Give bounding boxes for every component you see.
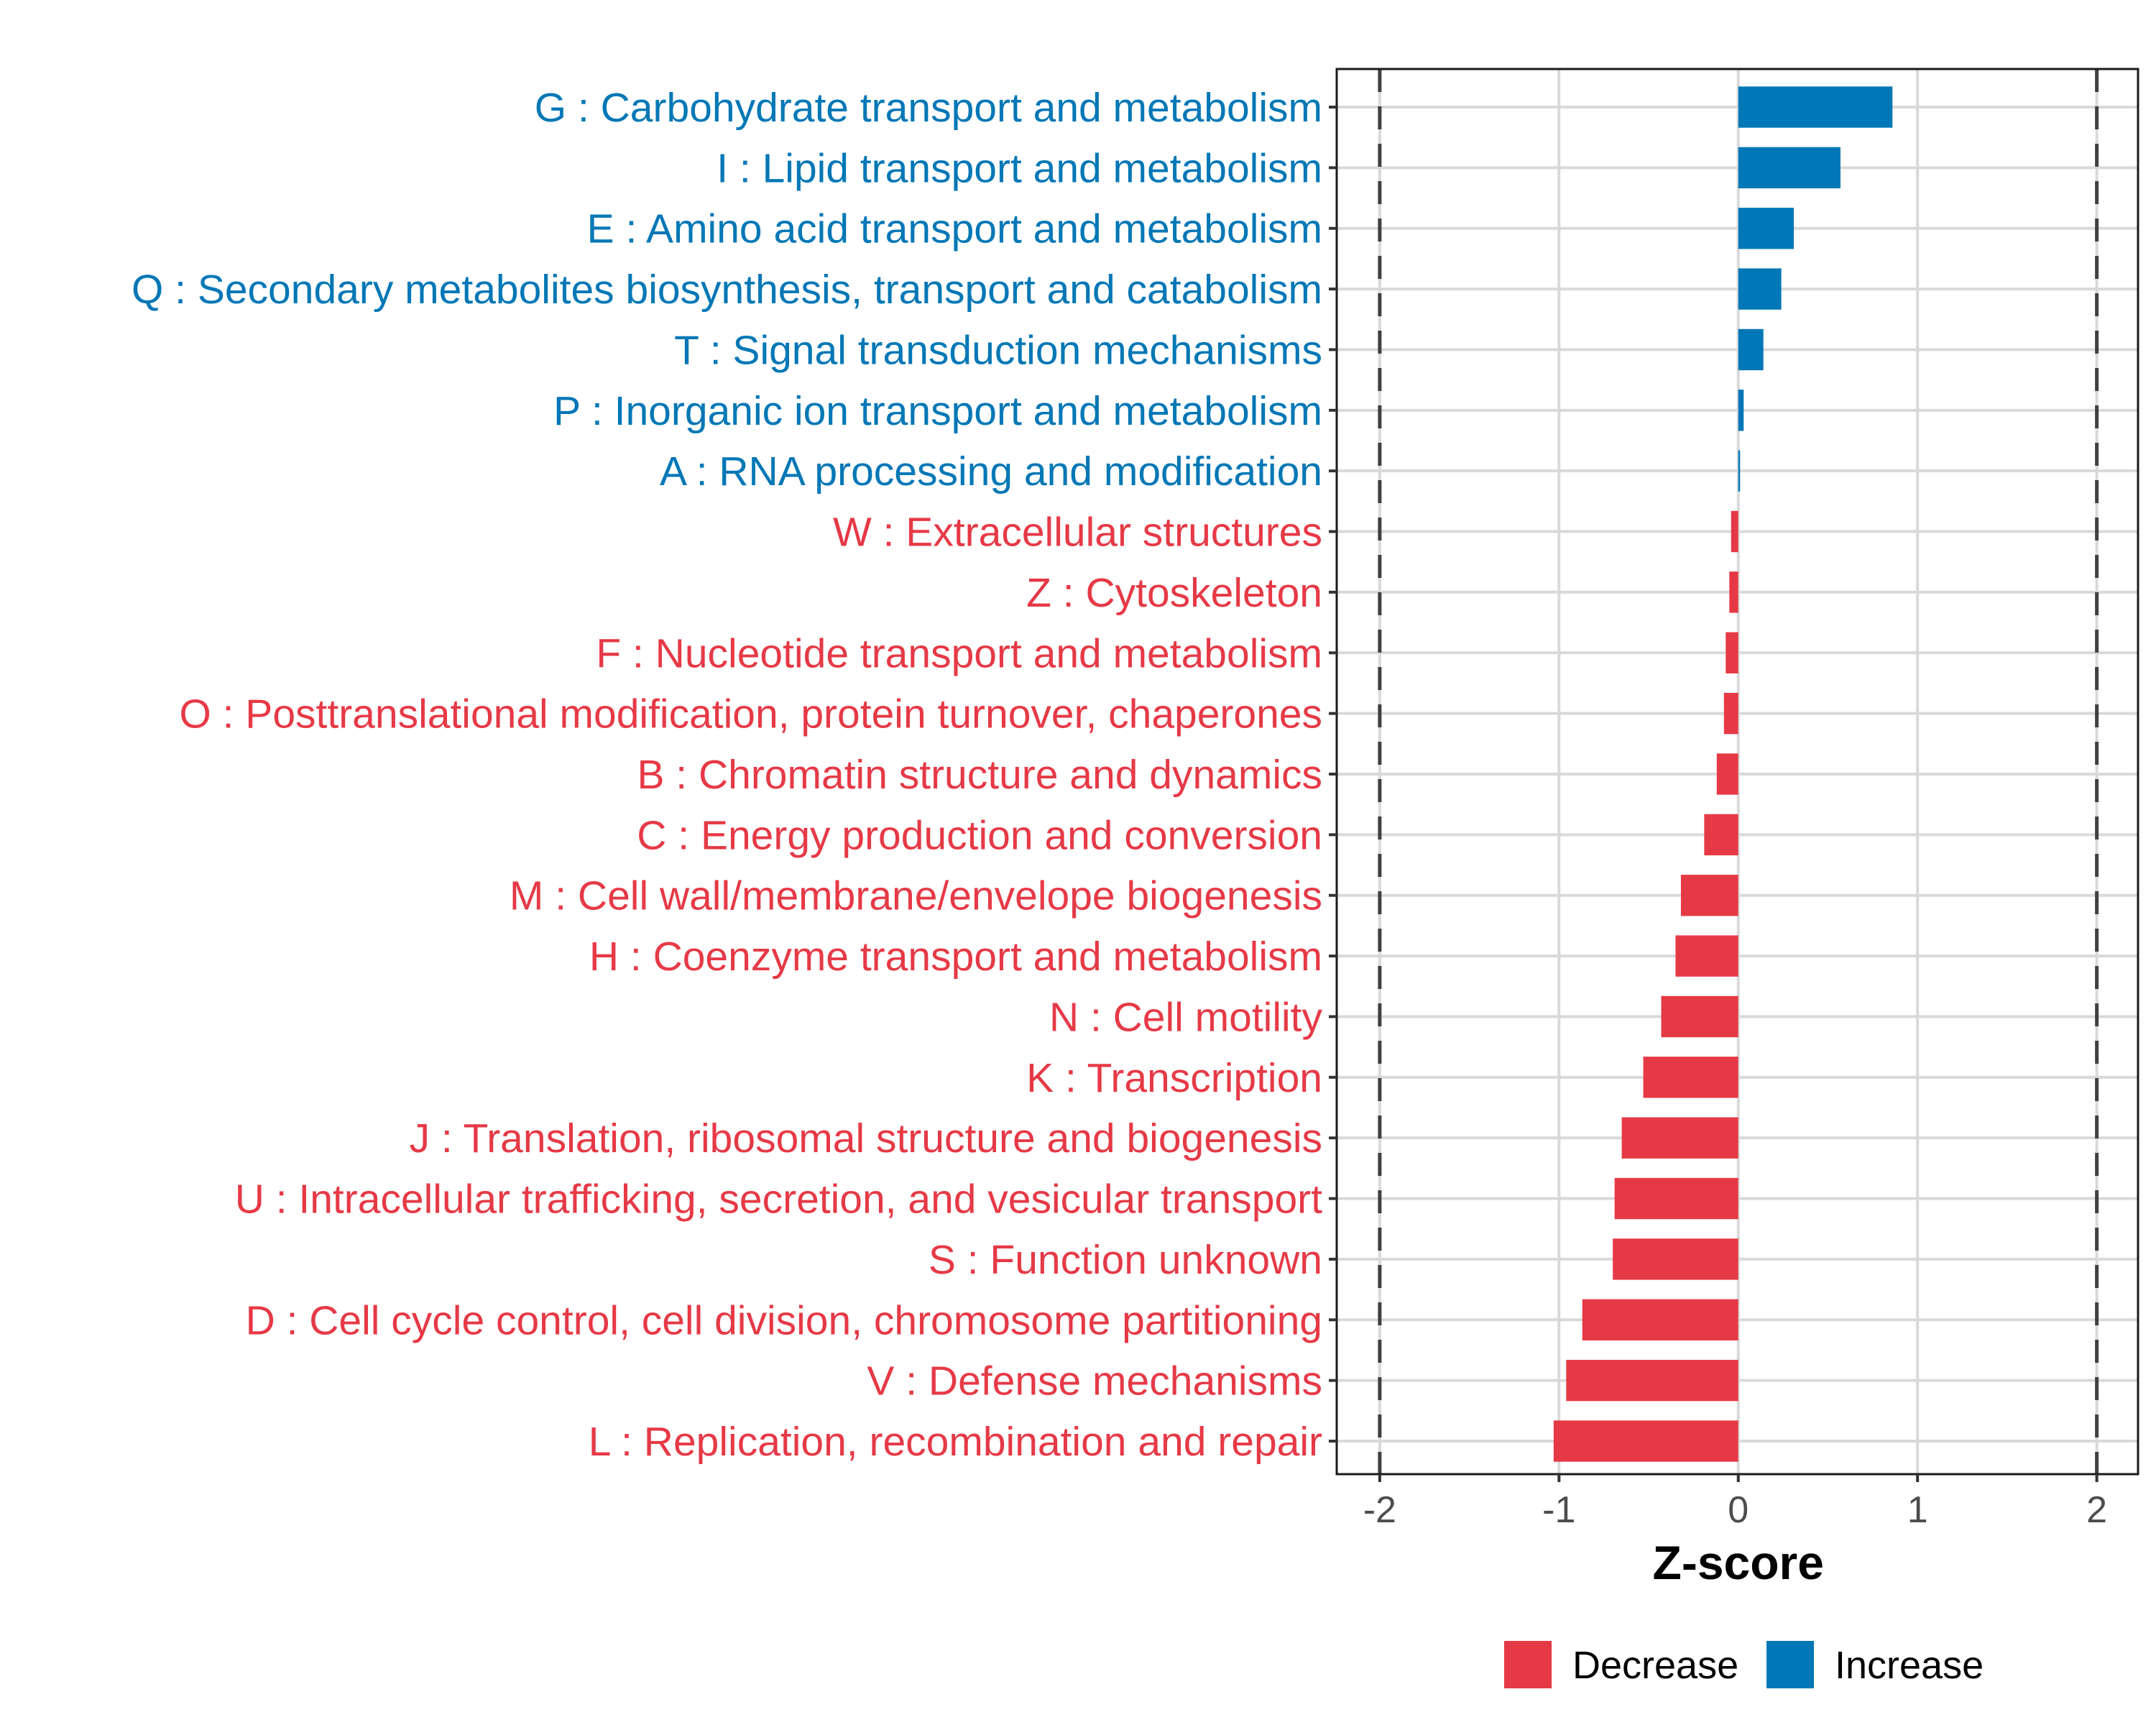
category-label: K : Transcription [1026, 1055, 1322, 1101]
category-label: Z : Cytoskeleton [1026, 570, 1322, 616]
category-label: Q : Secondary metabolites biosynthesis, … [132, 267, 1322, 313]
bar [1738, 328, 1764, 371]
category-label: P : Inorganic ion transport and metaboli… [553, 388, 1322, 434]
legend: Decrease Increase [1504, 1641, 1984, 1688]
x-tick-label: 2 [2086, 1489, 2107, 1531]
category-label: U : Intracellular trafficking, secretion… [235, 1177, 1322, 1223]
bar [1553, 1420, 1738, 1462]
category-label: O : Posttranslational modification, prot… [179, 691, 1322, 737]
bar [1582, 1299, 1738, 1340]
x-axis-ticks: -2 -1 0 1 2 [1363, 1474, 2107, 1531]
legend-swatch-increase [1766, 1641, 1814, 1688]
bar [1704, 814, 1738, 856]
bar [1726, 632, 1738, 673]
bar [1661, 995, 1738, 1038]
category-label: D : Cell cycle control, cell division, c… [246, 1297, 1322, 1343]
bar [1614, 1177, 1738, 1220]
category-label: N : Cell motility [1049, 994, 1323, 1040]
legend-label-decrease: Decrease [1572, 1644, 1738, 1687]
category-label: T : Signal transduction mechanisms [674, 327, 1322, 373]
category-label: C : Energy production and conversion [637, 812, 1322, 858]
bar [1738, 450, 1741, 492]
x-axis-title: Z-score [1653, 1536, 1824, 1589]
bar [1738, 208, 1795, 249]
bar [1621, 1117, 1738, 1159]
category-label: A : RNA processing and modification [660, 448, 1322, 494]
bar [1566, 1359, 1738, 1402]
category-label: S : Function unknown [929, 1237, 1322, 1283]
category-label: F : Nucleotide transport and metabolism [596, 630, 1322, 676]
bar [1738, 86, 1893, 128]
bar [1729, 571, 1738, 613]
bar [1731, 510, 1738, 553]
legend-label-increase: Increase [1835, 1644, 1984, 1687]
bar [1643, 1057, 1738, 1098]
category-label: V : Defense mechanisms [867, 1358, 1322, 1404]
category-label: E : Amino acid transport and metabolism [587, 206, 1322, 252]
bar [1613, 1238, 1738, 1280]
x-tick-label: -1 [1542, 1489, 1575, 1531]
x-tick-label: 0 [1728, 1489, 1749, 1531]
bars [1553, 86, 1893, 1462]
category-label: B : Chromatin structure and dynamics [637, 752, 1322, 798]
category-label: H : Coenzyme transport and metabolism [589, 934, 1322, 980]
legend-swatch-decrease [1504, 1641, 1552, 1688]
category-label: L : Replication, recombination and repai… [589, 1419, 1322, 1465]
category-label: G : Carbohydrate transport and metabolis… [535, 85, 1322, 131]
bar [1738, 268, 1782, 310]
x-tick-label: -2 [1363, 1489, 1396, 1531]
reference-lines [1378, 69, 2099, 1474]
bar [1675, 935, 1738, 977]
category-label: M : Cell wall/membrane/envelope biogenes… [510, 873, 1322, 919]
x-tick-label: 1 [1907, 1489, 1928, 1531]
bar [1738, 147, 1841, 189]
y-axis-labels: G : Carbohydrate transport and metabolis… [132, 85, 1323, 1465]
category-label: I : Lipid transport and metabolism [717, 145, 1322, 191]
bar [1680, 875, 1738, 916]
y-axis-ticks [1329, 106, 1337, 1443]
category-label: W : Extracellular structures [833, 510, 1322, 556]
bar [1723, 692, 1738, 735]
bar [1738, 390, 1744, 431]
bar [1716, 753, 1738, 795]
category-label: J : Translation, ribosomal structure and… [410, 1116, 1322, 1162]
